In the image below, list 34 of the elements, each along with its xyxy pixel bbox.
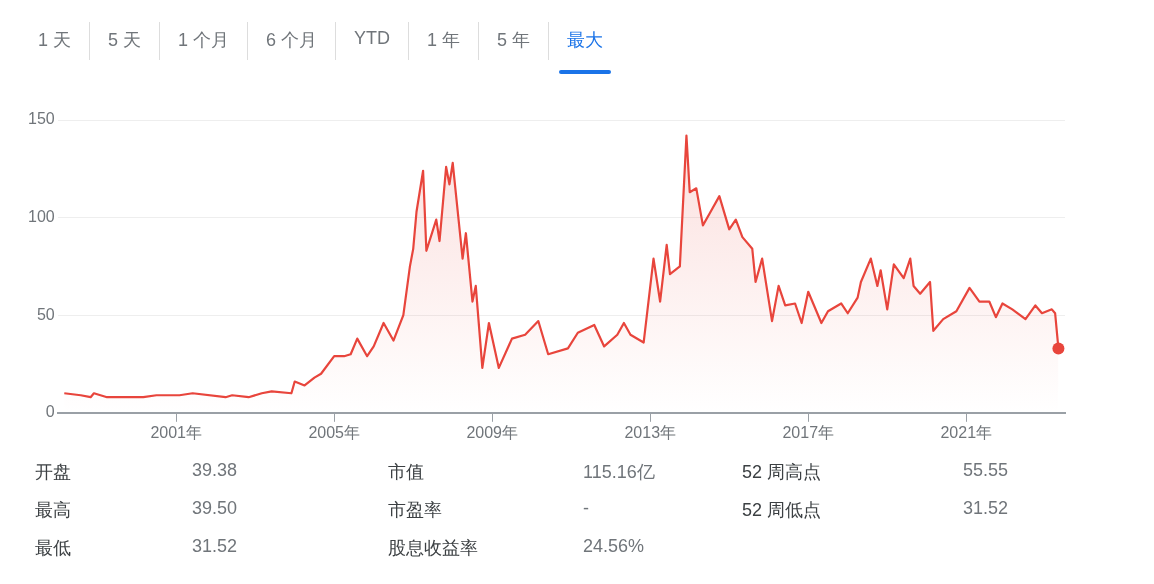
text: 5 天 [90, 22, 161, 60]
text: 6 个月 [248, 22, 337, 60]
x-tick-label: 2013年 [624, 423, 677, 441]
text: 市盈率 [388, 499, 443, 522]
y-tick-label: 0 [45, 403, 55, 421]
x-tick-label: 2005年 [308, 423, 361, 441]
y-tick-label: 100 [27, 208, 55, 226]
text: YTD [336, 22, 410, 60]
text: 39.38 [192, 460, 239, 482]
text: 1 天 [20, 22, 91, 60]
x-tick-label: 2017年 [782, 423, 835, 441]
text: 1 年 [409, 22, 480, 60]
y-tick-label: 150 [27, 110, 55, 128]
text: 最高 [35, 499, 72, 522]
x-tick-label: 2021年 [940, 423, 993, 441]
text: 55.55 [963, 460, 1010, 482]
text: 39.50 [192, 498, 239, 520]
text: 31.52 [192, 536, 239, 558]
text: 最大 [566, 29, 605, 52]
text: 5 年 [479, 22, 550, 60]
text: 115.16亿 [583, 461, 656, 484]
text: 市值 [388, 461, 425, 484]
x-tick-label: 2009年 [466, 423, 519, 441]
text: 24.56% [583, 536, 646, 558]
text: 31.52 [963, 498, 1010, 520]
x-tick-label: 2001年 [150, 423, 202, 441]
text: 开盘 [35, 461, 72, 484]
text: 最低 [35, 537, 72, 560]
text: - [583, 498, 590, 520]
y-tick-label: 50 [36, 305, 55, 323]
text: 1 个月 [160, 22, 249, 60]
text: 股息收益率 [388, 537, 479, 560]
text: 52 周低点 [742, 499, 823, 522]
text: 52 周高点 [742, 461, 823, 484]
